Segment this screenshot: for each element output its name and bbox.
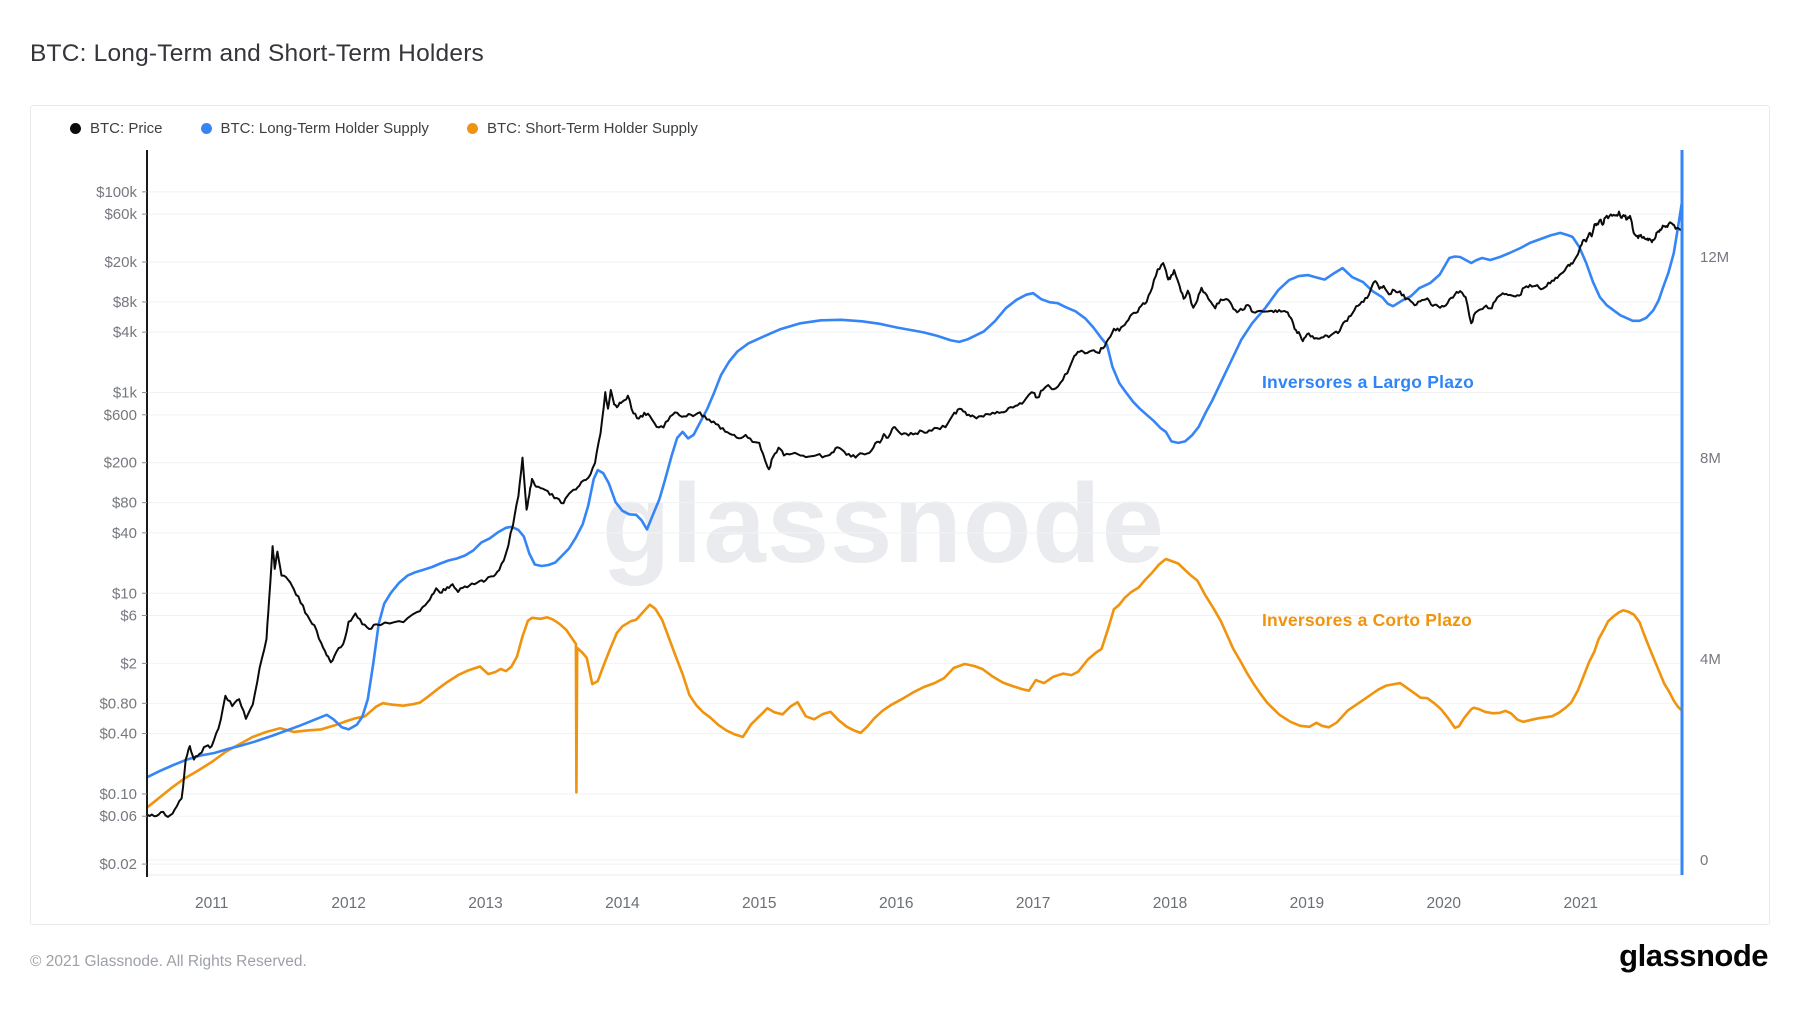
legend-item-sth-supply[interactable]: BTC: Short-Term Holder Supply bbox=[466, 120, 698, 137]
x-axis-tick-label: 2014 bbox=[605, 895, 640, 912]
right-axis-tick-label: 8M bbox=[1700, 450, 1721, 467]
x-axis-tick-label: 2011 bbox=[195, 895, 228, 912]
series-price bbox=[146, 210, 1683, 818]
right-axis-tick-label: 4M bbox=[1700, 651, 1721, 668]
legend-label-lth: BTC: Long-Term Holder Supply bbox=[220, 120, 429, 137]
x-axis-tick-label: 2016 bbox=[879, 895, 913, 912]
left-axis-tick-label: $0.40 bbox=[99, 726, 137, 743]
chart-panel bbox=[30, 105, 1770, 925]
price-series-dot-icon bbox=[70, 123, 81, 134]
left-axis-tick-label: $40 bbox=[112, 525, 137, 542]
legend-label-price: BTC: Price bbox=[90, 120, 163, 137]
x-axis-tick-label: 2012 bbox=[331, 895, 365, 912]
x-axis-tick-label: 2021 bbox=[1563, 895, 1597, 912]
x-axis-tick-label: 2018 bbox=[1153, 895, 1187, 912]
right-axis-tick-label: 0 bbox=[1700, 852, 1708, 869]
sth-series-dot-icon bbox=[466, 123, 478, 134]
x-axis-tick-label: 2019 bbox=[1290, 895, 1324, 912]
left-axis-tick-label: $60k bbox=[104, 206, 137, 223]
x-axis-tick-label: 2020 bbox=[1427, 895, 1462, 912]
chart-legend: BTC: Price BTC: Long-Term Holder Supply … bbox=[70, 120, 698, 137]
left-axis-tick-label: $8k bbox=[113, 294, 138, 311]
annotation-largo-plazo: Inversores a Largo Plazo bbox=[1262, 372, 1474, 392]
left-axis-tick-label: $0.06 bbox=[99, 808, 137, 825]
left-axis-tick-label: $80 bbox=[112, 495, 137, 512]
x-axis-tick-label: 2017 bbox=[1016, 895, 1050, 912]
footer-copyright: © 2021 Glassnode. All Rights Reserved. bbox=[30, 953, 307, 970]
series-lth-supply bbox=[146, 200, 1684, 779]
left-axis-tick-label: $0.02 bbox=[99, 856, 137, 873]
left-axis-tick-label: $0.10 bbox=[99, 786, 137, 803]
lth-series-dot-icon bbox=[200, 123, 212, 134]
glassnode-watermark: glassnode bbox=[602, 461, 1165, 586]
left-axis-tick-label: $1k bbox=[113, 385, 138, 402]
x-axis-tick-label: 2015 bbox=[742, 895, 776, 912]
left-axis-tick-label: $600 bbox=[104, 407, 137, 424]
legend-item-price[interactable]: BTC: Price bbox=[70, 120, 163, 137]
right-axis-tick-label: 12M bbox=[1700, 249, 1729, 266]
annotation-corto-plazo: Inversores a Corto Plazo bbox=[1262, 610, 1473, 630]
left-axis-tick-label: $4k bbox=[113, 324, 138, 341]
page-title: BTC: Long-Term and Short-Term Holders bbox=[30, 40, 484, 67]
legend-label-sth: BTC: Short-Term Holder Supply bbox=[486, 120, 698, 137]
legend-item-lth-supply[interactable]: BTC: Long-Term Holder Supply bbox=[200, 120, 429, 137]
glassnode-logo: glassnode bbox=[1619, 938, 1768, 973]
left-axis-tick-label: $10 bbox=[112, 585, 137, 602]
left-axis-tick-label: $200 bbox=[104, 455, 137, 472]
left-axis-tick-label: $20k bbox=[104, 254, 137, 271]
left-axis-tick-label: $6 bbox=[120, 608, 137, 625]
series-sth-supply bbox=[146, 557, 1684, 809]
left-axis-tick-label: $100k bbox=[96, 184, 137, 201]
left-axis-tick-label: $0.80 bbox=[99, 695, 137, 712]
x-axis-tick-label: 2013 bbox=[468, 895, 502, 912]
left-axis-tick-label: $2 bbox=[120, 655, 137, 672]
